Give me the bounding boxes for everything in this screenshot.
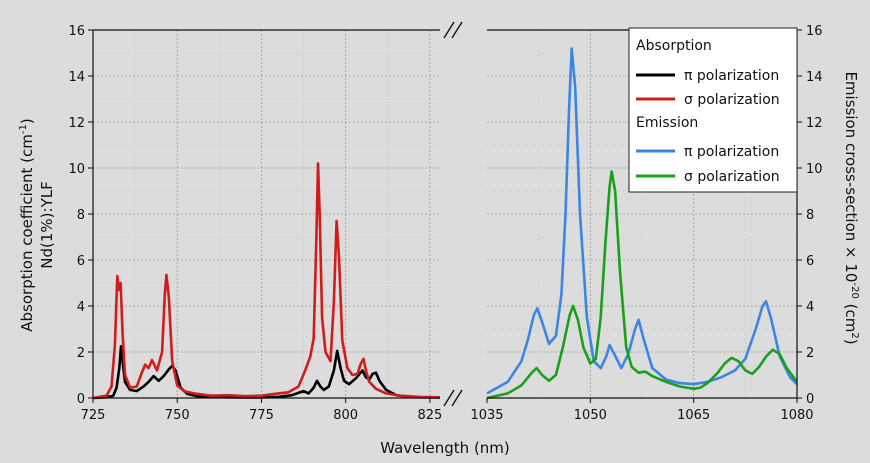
y-tick-label-left: 8 — [77, 208, 85, 223]
y-tick-label-right: 10 — [806, 162, 823, 177]
y-tick-label-right: 14 — [806, 70, 823, 85]
axis-break-gap — [441, 22, 486, 38]
y-tick-label-left: 0 — [77, 392, 85, 407]
x-tick-label: 825 — [417, 408, 442, 423]
legend-label-abs-pi: π polarization — [684, 68, 779, 84]
x-tick-label: 750 — [165, 408, 190, 423]
x-tick-label: 775 — [249, 408, 274, 423]
axis-break-slash — [451, 21, 463, 39]
y-tick-label-right: 12 — [806, 116, 823, 131]
series-line-2 — [486, 47, 798, 395]
y-tick-label-right: 2 — [806, 346, 814, 361]
axis-break-gap — [441, 390, 486, 406]
x-tick-label: 1035 — [470, 408, 503, 423]
series-line-3 — [486, 170, 799, 400]
y-axis-label-right: Emission cross-section × 10-20 (cm2) — [842, 71, 860, 344]
y-tick-label-right: 16 — [806, 24, 823, 39]
y-tick-label-left: 6 — [77, 254, 85, 269]
axis-break-slash — [443, 389, 455, 407]
y-tick-label-left: 2 — [77, 346, 85, 361]
x-tick-label: 1050 — [574, 408, 607, 423]
y-axis-label-left: Absorption coefficient (cm-1) — [18, 118, 36, 331]
series-line-1 — [92, 162, 441, 400]
x-tick-label: 1080 — [780, 408, 813, 423]
legend: Absorption π polarization σ polarization… — [628, 27, 798, 193]
y-axis-label-left-sub: Nd(1%):YLF — [38, 181, 56, 268]
axis-break-marks — [441, 21, 486, 407]
y-tick-label-left: 14 — [68, 70, 85, 85]
y-tick-label-left: 10 — [68, 162, 85, 177]
legend-box — [628, 27, 798, 193]
x-tick-label: 1065 — [677, 408, 710, 423]
axis-break-slash — [451, 389, 463, 407]
y-tick-label-right: 8 — [806, 208, 814, 223]
x-axis-label: Wavelength (nm) — [380, 439, 510, 457]
plot-lines — [92, 47, 799, 400]
legend-label-em-pi: π polarization — [684, 144, 779, 160]
y-tick-label-left: 4 — [77, 300, 85, 315]
y-tick-label-right: 6 — [806, 254, 814, 269]
x-tick-label: 725 — [81, 408, 106, 423]
y-tick-label-right: 4 — [806, 300, 814, 315]
tick-labels: 0 0 2 2 4 4 6 6 8 8 10 10 12 12 14 14 16 16 725 750 775 800 82… — [68, 24, 822, 423]
y-tick-label-left: 12 — [68, 116, 85, 131]
legend-group-absorption: Absorption — [636, 38, 712, 54]
y-tick-label-left: 16 — [68, 24, 85, 39]
legend-label-abs-sigma: σ polarization — [684, 92, 780, 108]
axis-break-slash — [443, 21, 455, 39]
y-tick-label-right: 0 — [806, 392, 814, 407]
legend-group-emission: Emission — [636, 115, 698, 131]
x-tick-label: 800 — [333, 408, 358, 423]
legend-label-em-sigma: σ polarization — [684, 169, 780, 185]
